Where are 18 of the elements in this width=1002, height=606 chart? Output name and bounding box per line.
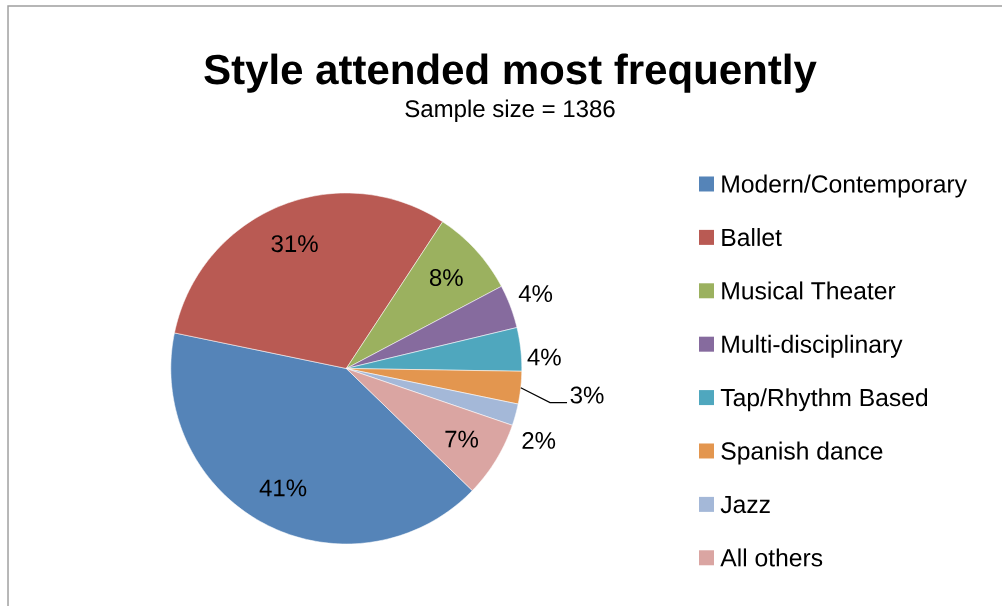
data-label: 2% [522,431,556,449]
legend-label: Multi-disciplinary [722,334,903,358]
data-label: 4% [518,285,553,302]
legend-label: Spanish dance [721,441,883,465]
legend-label: Jazz [720,495,770,514]
legend-label: Ballet [722,228,782,247]
legend-label: Modern/Contemporary [722,174,967,198]
legend-label: Tap/Rhythm Based [720,388,928,412]
data-label: 41% [259,479,307,497]
chart-title: Style attended most frequently [204,53,817,93]
chart-subtitle: Sample size = 1386 [405,99,615,122]
data-label: 3% [570,386,604,404]
data-label: 8% [429,269,463,287]
data-label: 31% [271,235,318,253]
legend-label: Musical Theater [722,281,896,300]
data-label: 4% [527,348,561,366]
data-label: 7% [445,430,479,448]
legend-label: All others [720,548,823,567]
